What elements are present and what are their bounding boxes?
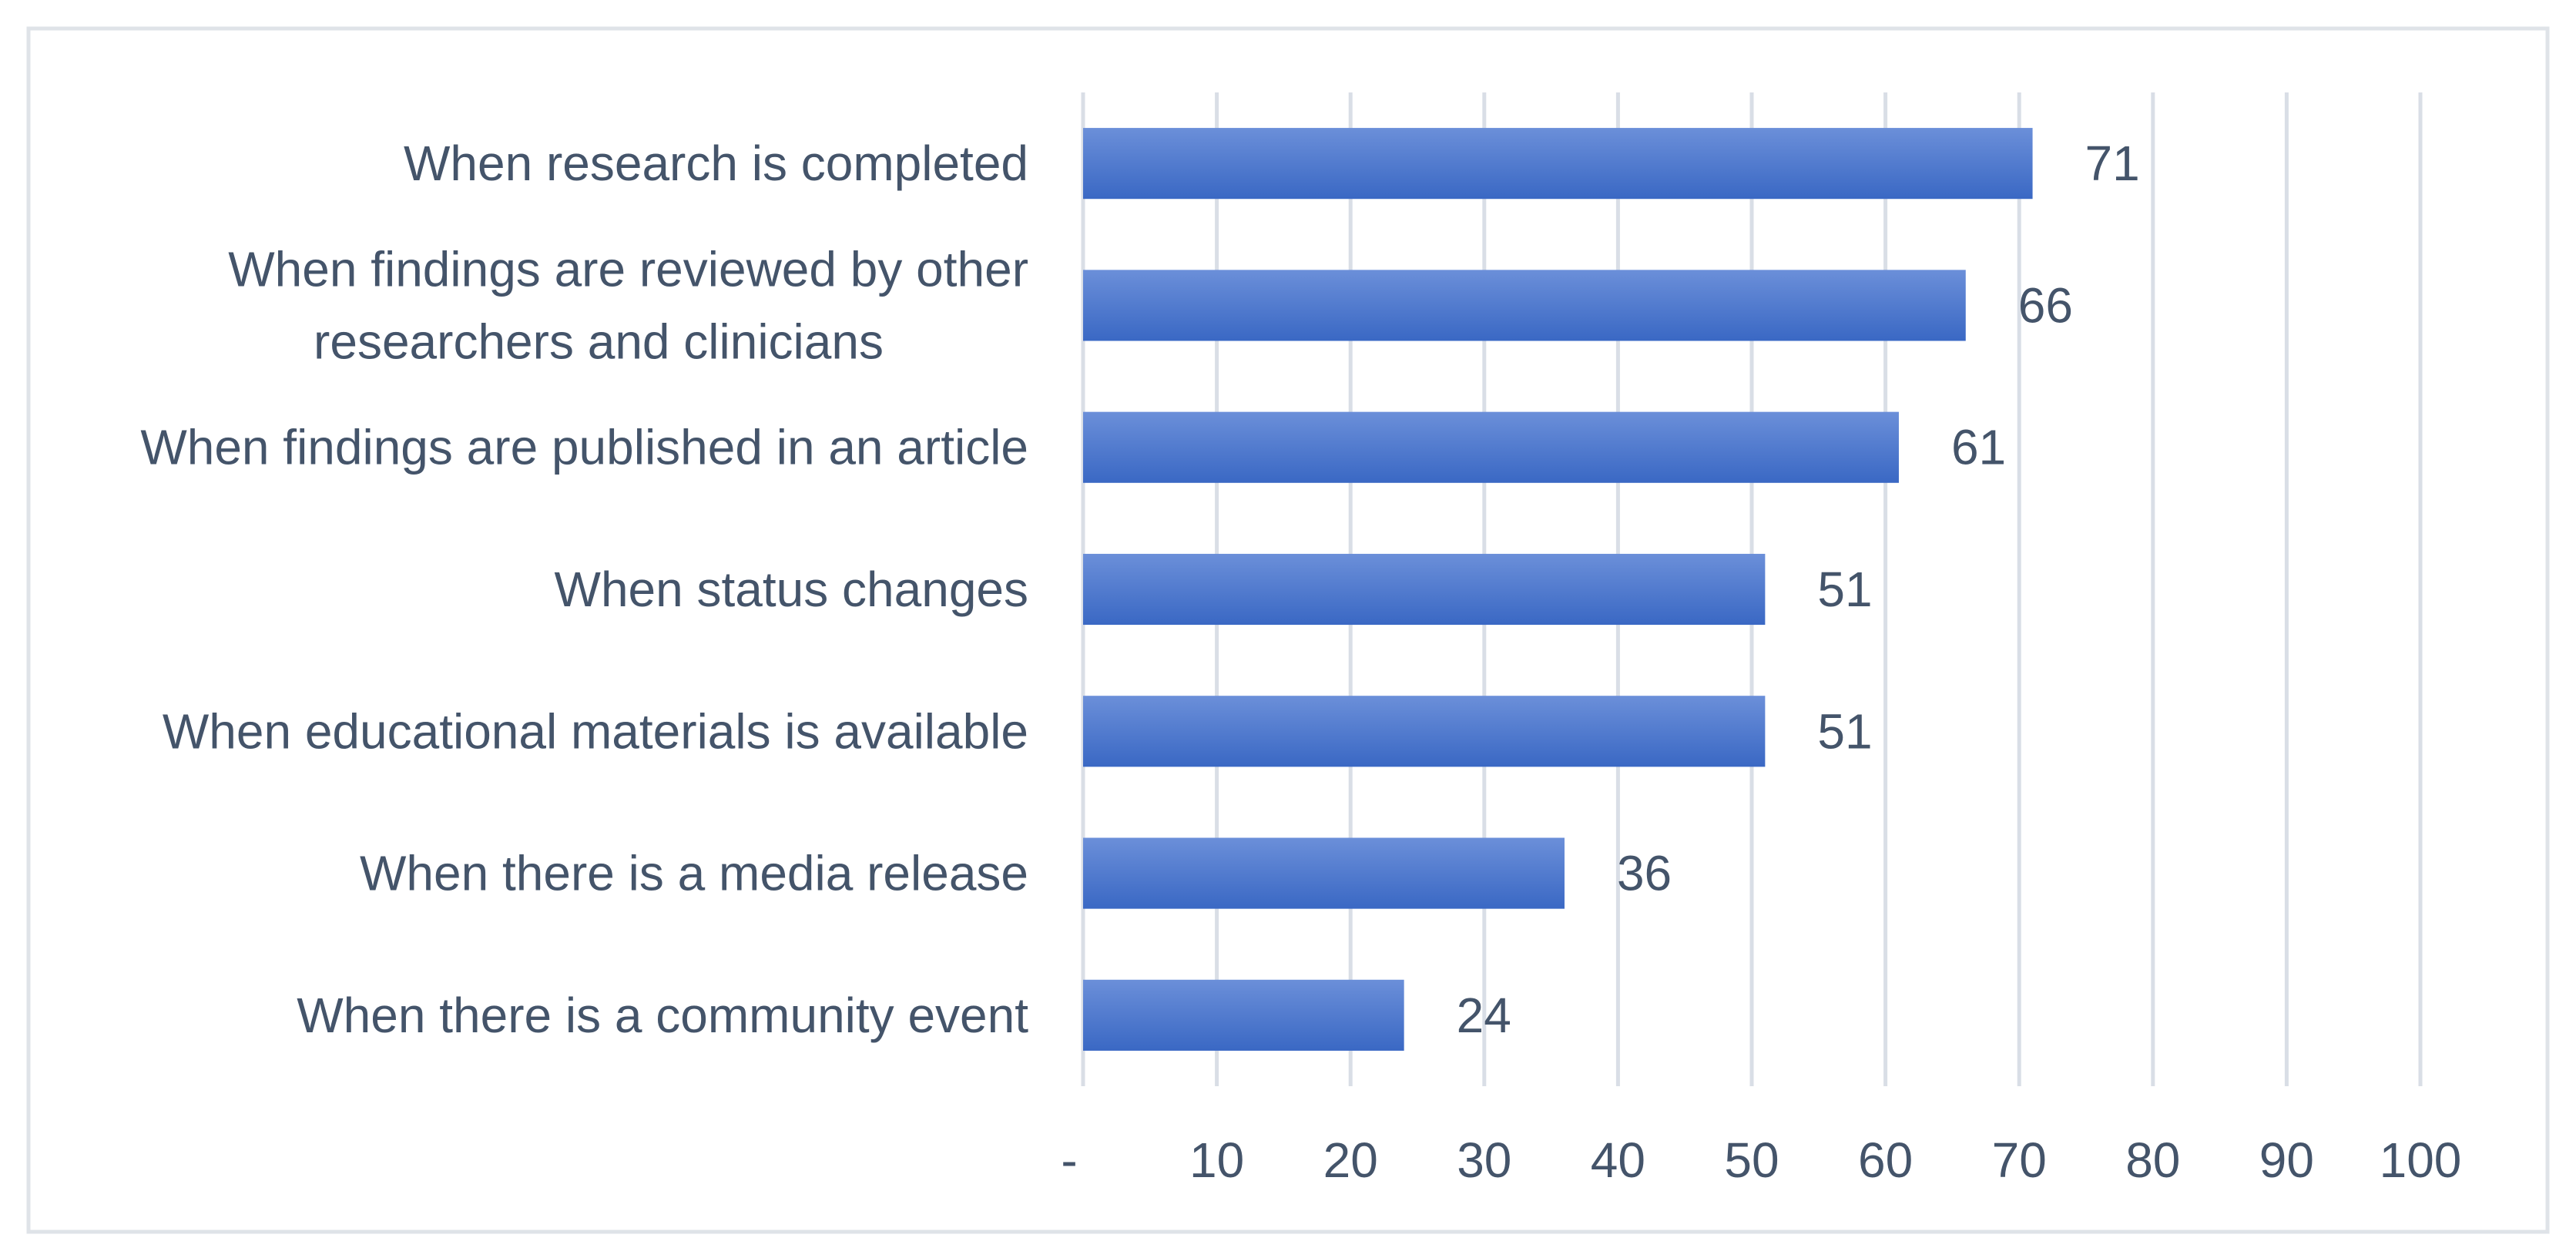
x-tick-label: 70	[1992, 1132, 2047, 1188]
x-tick-label: 80	[2125, 1132, 2180, 1188]
category-label: When research is completed	[404, 136, 1028, 191]
x-tick-label: 100	[2380, 1132, 2462, 1188]
category-label-line: When research is completed	[404, 136, 1028, 191]
category-label-line: When educational materials is available	[163, 703, 1028, 759]
x-tick-label: 30	[1457, 1132, 1511, 1188]
x-tick-label: -	[1061, 1132, 1077, 1188]
x-tick-labels: - 10 20 30 40 50 60 70 80 90 100	[1061, 1132, 2461, 1188]
data-label: 51	[1817, 562, 1872, 617]
x-tick-label: 20	[1323, 1132, 1378, 1188]
bar	[1083, 411, 1899, 483]
data-label: 24	[1457, 988, 1511, 1043]
data-label: 66	[2018, 277, 2073, 333]
data-label: 61	[1951, 420, 2006, 475]
category-label-line: When findings are reviewed by other	[228, 241, 1028, 297]
x-tick-label: 60	[1858, 1132, 1913, 1188]
chart-border	[26, 26, 2550, 1234]
category-labels: When research is completed When findings …	[140, 136, 1028, 1043]
data-label: 51	[1817, 703, 1872, 759]
x-tick-label: 50	[1724, 1132, 1779, 1188]
category-label: When there is a media release	[360, 846, 1028, 901]
data-label: 71	[2085, 136, 2140, 191]
data-labels: 71 66 61 51 51 36 24	[1457, 136, 2140, 1043]
category-label-line: researchers and clinicians	[314, 314, 884, 369]
bar	[1083, 553, 1766, 626]
category-label-line: When status changes	[555, 562, 1028, 617]
category-label-line: When there is a media release	[360, 846, 1028, 901]
bar	[1083, 837, 1565, 909]
category-label: When there is a community event	[297, 988, 1028, 1043]
category-label-line: When findings are published in an articl…	[140, 420, 1028, 475]
x-tick-label: 40	[1591, 1132, 1645, 1188]
bar	[1083, 979, 1404, 1051]
category-label: When status changes	[555, 562, 1028, 617]
category-label: When findings are reviewed by other resea…	[228, 241, 1028, 369]
category-label: When educational materials is available	[163, 703, 1028, 759]
data-label: 36	[1617, 846, 1672, 901]
bar	[1083, 270, 1966, 341]
category-label-line: When there is a community event	[297, 988, 1028, 1043]
x-tick-label: 10	[1189, 1132, 1244, 1188]
bar	[1083, 696, 1766, 767]
category-label: When findings are published in an articl…	[140, 420, 1028, 475]
bars	[1083, 128, 2033, 1051]
bar	[1083, 128, 2033, 200]
x-tick-label: 90	[2259, 1132, 2314, 1188]
